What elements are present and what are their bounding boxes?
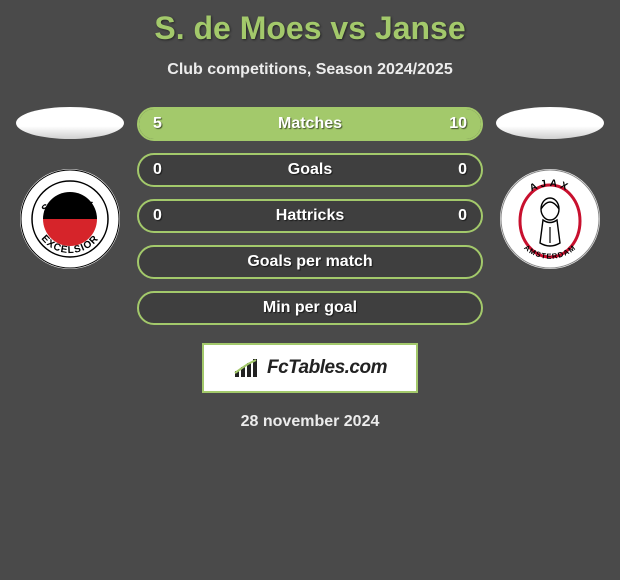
- footer-label: FcTables.com: [267, 357, 387, 379]
- stat-value-right: 0: [458, 207, 467, 225]
- comparison-row: S. B. V. EXCELSIOR 5 Matches 10: [0, 107, 620, 325]
- ajax-crest-icon: AJAX AMSTERDAM: [500, 169, 600, 269]
- stat-bar-hattricks: 0 Hattricks 0: [137, 199, 483, 233]
- footer-date: 28 november 2024: [0, 413, 620, 431]
- excelsior-crest-icon: S. B. V. EXCELSIOR: [20, 169, 120, 269]
- stat-value-left: 0: [153, 207, 162, 225]
- stat-bar-goals-per-match: Goals per match: [137, 245, 483, 279]
- stat-value-left: 5: [153, 115, 162, 133]
- stat-label: Min per goal: [263, 299, 357, 317]
- stat-bar-matches: 5 Matches 10: [137, 107, 483, 141]
- bar-chart-icon: [233, 357, 261, 379]
- left-club-crest: S. B. V. EXCELSIOR: [20, 169, 120, 269]
- stat-value-right: 10: [449, 115, 467, 133]
- stat-label: Goals per match: [247, 253, 372, 271]
- stat-bars-column: 5 Matches 10 0 Goals 0 0 Hattricks 0: [137, 107, 483, 325]
- footer-attribution-badge: FcTables.com: [202, 343, 418, 393]
- right-player-oval: [496, 107, 604, 139]
- right-side-column: AJAX AMSTERDAM: [495, 107, 605, 269]
- left-side-column: S. B. V. EXCELSIOR: [15, 107, 125, 269]
- stat-label: Matches: [278, 115, 342, 133]
- stat-bar-goals: 0 Goals 0: [137, 153, 483, 187]
- stat-label: Hattricks: [276, 207, 344, 225]
- page-subtitle: Club competitions, Season 2024/2025: [0, 61, 620, 79]
- right-club-crest: AJAX AMSTERDAM: [500, 169, 600, 269]
- stat-value-left: 0: [153, 161, 162, 179]
- left-player-oval: [16, 107, 124, 139]
- stat-label: Goals: [288, 161, 332, 179]
- stat-value-right: 0: [458, 161, 467, 179]
- stat-bar-min-per-goal: Min per goal: [137, 291, 483, 325]
- page-title: S. de Moes vs Janse: [0, 10, 620, 47]
